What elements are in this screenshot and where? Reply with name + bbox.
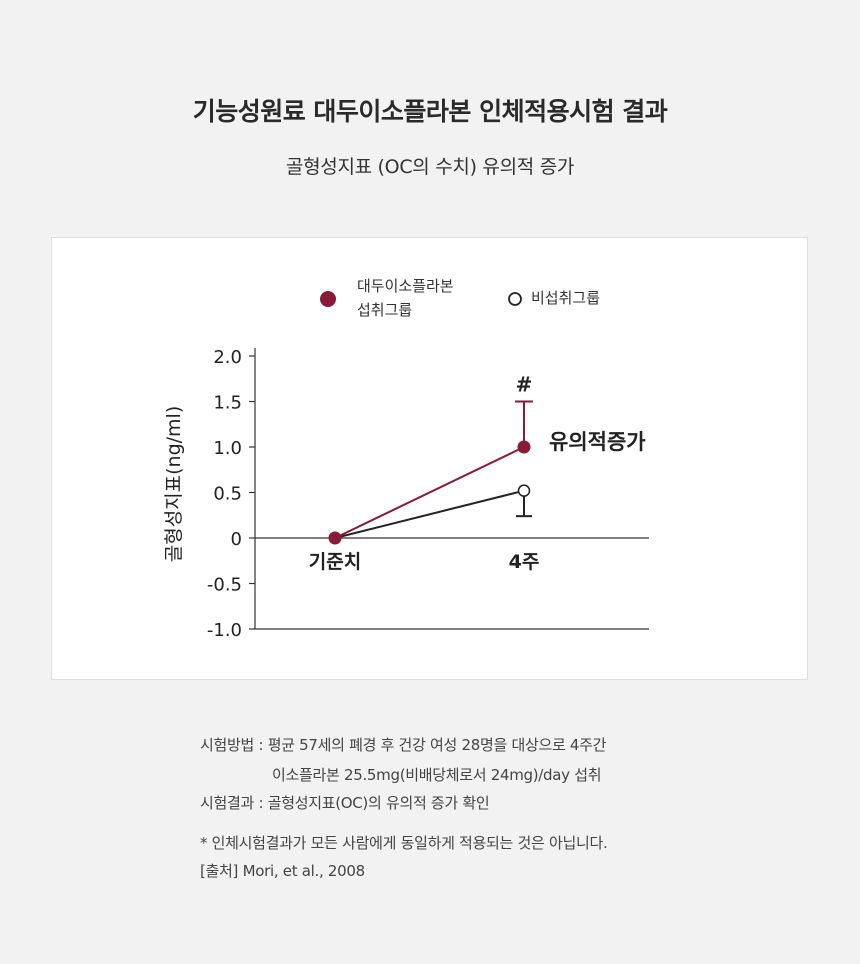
legend-label-treated-line1: 대두이소플라본 xyxy=(357,277,454,295)
legend-marker-control xyxy=(508,292,522,306)
legend-label-treated-line2: 섭취그룹 xyxy=(357,301,413,319)
page-title: 기능성원료 대두이소플라본 인체적용시험 결과 xyxy=(192,97,668,126)
note-method-line2: 이소플라본 25.5mg(비배당체로서 24mg)/day 섭취 xyxy=(272,766,602,784)
note-result: 시험결과 : 골형성지표(OC)의 유의적 증가 확인 xyxy=(200,794,490,812)
note-source: [출처] Mori, et al., 2008 xyxy=(200,862,365,880)
page-subtitle: 골형성지표 (OC의 수치) 유의적 증가 xyxy=(285,156,575,178)
legend-label-treated: 대두이소플라본 섭취그룹 xyxy=(357,274,454,322)
legend-marker-treated xyxy=(320,291,336,307)
legend-label-control: 비섭취그룹 xyxy=(531,289,601,307)
note-method-line1: 시험방법 : 평균 57세의 폐경 후 건강 여성 28명을 대상으로 4주간 xyxy=(200,736,607,754)
note-disclaimer: * 인체시험결과가 모든 사람에게 동일하게 적용되는 것은 아닙니다. xyxy=(200,834,608,852)
